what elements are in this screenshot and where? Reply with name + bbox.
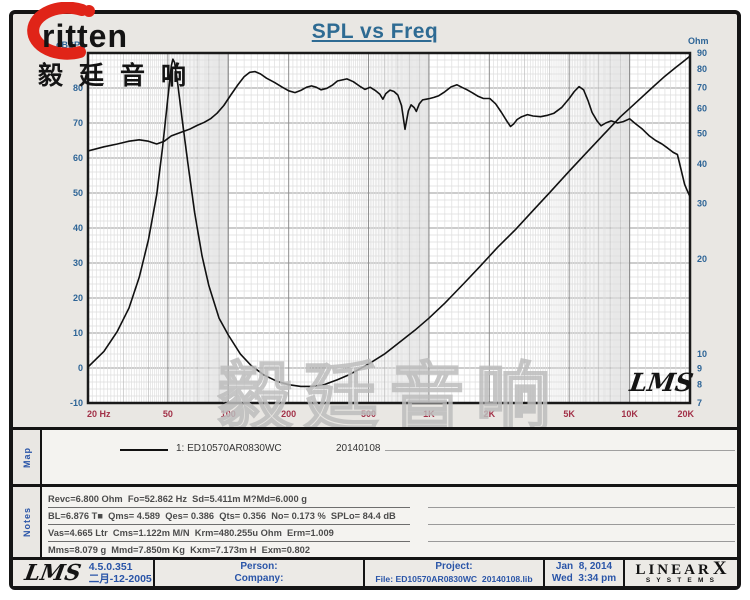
map-row-label-cell: Map — [13, 430, 42, 484]
note-blank-line — [428, 508, 735, 525]
lms-version-cell: LMS 4.5.0.351 二月-12-2005 — [13, 560, 155, 586]
person-company-cell: Person: Company: — [155, 560, 365, 586]
notes-row-label-cell: Notes — [13, 487, 42, 557]
legend-curve-date: 20140108 — [336, 443, 381, 454]
note-line: Revc=6.800 Ohm Fo=52.862 Hz Sd=5.411m M?… — [48, 491, 410, 508]
lms-version-block: 4.5.0.351 二月-12-2005 — [89, 561, 152, 585]
note-blank-line — [428, 525, 735, 542]
svg-text:10K: 10K — [621, 409, 638, 419]
lms-logo: LMS — [22, 560, 84, 586]
svg-text:20: 20 — [73, 293, 83, 303]
legend-curve-sample — [120, 449, 168, 451]
logo-wordmark: ritten — [42, 18, 128, 54]
left-axis-unit-label: dBSPL — [56, 40, 86, 50]
linearx-systems-text: S Y S T E M S — [645, 577, 717, 584]
note-line: BL=6.876 T■ Qms= 4.589 Qes= 0.386 Qts= 0… — [48, 508, 410, 525]
svg-text:7: 7 — [697, 398, 702, 408]
svg-text:70: 70 — [73, 118, 83, 128]
project-file-cell: Project: File: ED10570AR0830WC 20140108.… — [365, 560, 545, 586]
notes-empty-column — [428, 491, 735, 559]
spl-vs-freq-chart: 9080706050403020100-10908070605040302010… — [70, 48, 707, 419]
right-axis-unit-label: Ohm — [688, 36, 709, 46]
eritten-logo: ritten — [27, 2, 128, 60]
linearx-logo-cell: LINEAR X S Y S T E M S — [625, 558, 737, 586]
lms-version: 4.5.0.351 — [88, 561, 133, 573]
report-date: Jan 8, 2014 — [555, 561, 613, 572]
svg-text:10: 10 — [73, 328, 83, 338]
date-time-cell: Jan 8, 2014 Wed 3:34 pm — [545, 560, 625, 586]
linearx-x-glyph: X — [712, 558, 727, 579]
svg-text:80: 80 — [697, 64, 707, 74]
svg-text:60: 60 — [697, 104, 707, 114]
svg-text:20 Hz: 20 Hz — [87, 409, 111, 419]
svg-text:50: 50 — [163, 409, 173, 419]
person-label: Person: — [240, 561, 278, 572]
svg-text:9: 9 — [697, 364, 702, 374]
svg-text:40: 40 — [73, 223, 83, 233]
linearx-logo: LINEAR X — [635, 558, 727, 579]
svg-text:50: 50 — [73, 188, 83, 198]
svg-text:1K: 1K — [423, 409, 435, 419]
svg-text:-10: -10 — [70, 398, 83, 408]
logo-swoosh — [27, 2, 88, 60]
lms-version-date: 二月-12-2005 — [88, 573, 152, 585]
svg-text:70: 70 — [697, 82, 707, 92]
chart-title: SPL vs Freq — [311, 20, 439, 43]
legend-curve-name: 1: ED10570AR0830WC — [176, 443, 282, 454]
report-time: Wed 3:34 pm — [551, 573, 617, 584]
linearx-word: LINEAR — [635, 562, 712, 578]
map-label: Map — [21, 446, 32, 468]
svg-text:8: 8 — [697, 380, 702, 390]
svg-text:40: 40 — [697, 159, 707, 169]
project-label: Project: — [435, 561, 473, 572]
svg-text:60: 60 — [73, 153, 83, 163]
map-empty-legend-line — [385, 450, 735, 451]
notes-row: Notes Revc=6.800 Ohm Fo=52.862 Hz Sd=5.4… — [13, 484, 737, 559]
svg-text:20: 20 — [697, 254, 707, 264]
svg-text:20K: 20K — [677, 409, 694, 419]
file-label: File: ED10570AR0830WC 20140108.lib — [375, 574, 533, 584]
note-line: Vas=4.665 Ltr Cms=1.122m M/N Krm=480.255… — [48, 525, 410, 542]
svg-text:200: 200 — [281, 409, 296, 419]
svg-text:5K: 5K — [563, 409, 575, 419]
notes-label: Notes — [21, 506, 32, 537]
lms-inplot-logo: LMS — [627, 368, 696, 397]
svg-text:30: 30 — [73, 258, 83, 268]
logo-dot-icon — [83, 5, 95, 17]
status-bar: LMS 4.5.0.351 二月-12-2005 Person: Company:… — [13, 557, 737, 586]
company-label: Company: — [234, 573, 284, 584]
svg-text:0: 0 — [78, 363, 83, 373]
logo-chinese-text: 毅廷音响 — [38, 62, 203, 90]
svg-text:100: 100 — [221, 409, 236, 419]
svg-text:50: 50 — [697, 129, 707, 139]
svg-text:80: 80 — [73, 83, 83, 93]
svg-text:90: 90 — [697, 48, 707, 58]
notes-text-column: Revc=6.800 Ohm Fo=52.862 Hz Sd=5.411m M?… — [48, 491, 410, 559]
svg-text:2K: 2K — [484, 409, 496, 419]
note-blank-line — [428, 491, 735, 508]
svg-text:500: 500 — [361, 409, 376, 419]
watermark-chinese-text: 毅廷音响 — [217, 355, 562, 440]
svg-text:10: 10 — [697, 349, 707, 359]
svg-text:30: 30 — [697, 199, 707, 209]
map-row: Map 1: ED10570AR0830WC 20140108 — [13, 427, 737, 484]
